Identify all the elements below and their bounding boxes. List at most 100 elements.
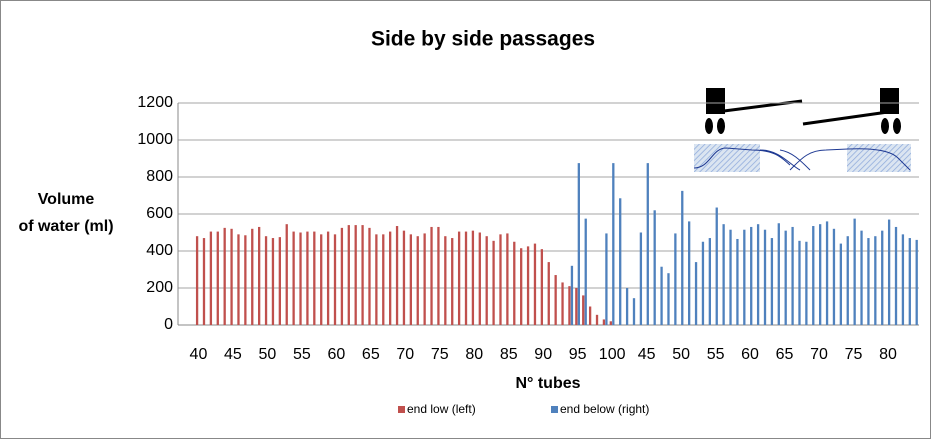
bar [472, 231, 474, 325]
bar [306, 232, 308, 325]
y-tick-label: 200 [146, 279, 173, 296]
x-tick-label: 100 [599, 346, 626, 363]
x-tick-label: 65 [776, 346, 794, 363]
bar [605, 233, 607, 325]
bar [513, 242, 515, 325]
bar [729, 230, 731, 325]
bar [695, 262, 697, 325]
bar [299, 233, 301, 326]
bar [812, 226, 814, 325]
bar [716, 208, 718, 325]
bar [548, 262, 550, 325]
bar [750, 227, 752, 325]
x-tick-label: 60 [327, 346, 345, 363]
bar [527, 246, 529, 325]
bar [541, 249, 543, 325]
y-axis-label: Volume [38, 191, 95, 208]
x-tick-label: 80 [879, 346, 897, 363]
chart: Side by side passages Volume of water (m… [0, 0, 931, 439]
bar [798, 241, 800, 325]
bar [640, 233, 642, 326]
bar [327, 232, 329, 325]
bar [217, 232, 219, 325]
x-tick-label: 85 [500, 346, 518, 363]
bar [660, 267, 662, 325]
bar [479, 233, 481, 326]
bar [561, 282, 563, 325]
bar [417, 236, 419, 325]
bar [895, 227, 897, 325]
bar [210, 232, 212, 325]
x-tick-label: 60 [741, 346, 759, 363]
bar [860, 231, 862, 325]
bar [410, 234, 412, 325]
bar [833, 229, 835, 325]
bar [612, 163, 614, 325]
legend-swatch [551, 406, 558, 413]
bar [805, 242, 807, 325]
bar [396, 226, 398, 325]
x-tick-label: 55 [293, 346, 311, 363]
bar [619, 198, 621, 325]
bar [722, 224, 724, 325]
bar [334, 234, 336, 325]
bar [688, 221, 690, 325]
bar [292, 232, 294, 325]
bar [578, 163, 580, 325]
bar [785, 231, 787, 325]
bar [819, 224, 821, 325]
y-tick-label: 800 [146, 168, 173, 185]
bar [603, 319, 605, 325]
x-tick-label: 70 [810, 346, 828, 363]
bar [571, 266, 573, 325]
bar [348, 225, 350, 325]
bar [368, 228, 370, 325]
legend-label: end low (left) [407, 402, 476, 416]
bar [681, 191, 683, 325]
x-tick-label: 75 [845, 346, 863, 363]
x-tick-label: 65 [362, 346, 380, 363]
y-tick-label: 0 [164, 316, 173, 333]
x-tick-label: 70 [396, 346, 414, 363]
bar [757, 224, 759, 325]
legend-label: end below (right) [560, 402, 649, 416]
x-tick-label: 40 [190, 346, 208, 363]
bar [596, 315, 598, 325]
bar [286, 224, 288, 325]
bar [575, 288, 577, 325]
bar [203, 238, 205, 325]
bar [355, 225, 357, 325]
y-tick-label: 1200 [137, 94, 173, 111]
bar [430, 227, 432, 325]
bar [258, 227, 260, 325]
bar [840, 244, 842, 325]
bar [279, 237, 281, 325]
bar [451, 238, 453, 325]
bar [444, 236, 446, 325]
bar [654, 210, 656, 325]
y-axis-label: of water (ml) [18, 218, 113, 235]
bar [382, 234, 384, 325]
bar [709, 238, 711, 325]
bar [667, 273, 669, 325]
bar [341, 228, 343, 325]
bar [458, 232, 460, 325]
bar [902, 234, 904, 325]
bar [826, 221, 828, 325]
chart-title: Side by side passages [371, 28, 595, 51]
bar [196, 236, 198, 325]
bar [230, 229, 232, 325]
bar [361, 225, 363, 325]
bar [867, 238, 869, 325]
bar [626, 288, 628, 325]
bar [423, 233, 425, 325]
bar [647, 163, 649, 325]
x-tick-label: 75 [431, 346, 449, 363]
bar [224, 228, 226, 325]
bar [702, 242, 704, 325]
bar [610, 321, 612, 325]
bar [403, 231, 405, 325]
bar [736, 239, 738, 325]
x-tick-label: 55 [707, 346, 725, 363]
bar [389, 232, 391, 325]
